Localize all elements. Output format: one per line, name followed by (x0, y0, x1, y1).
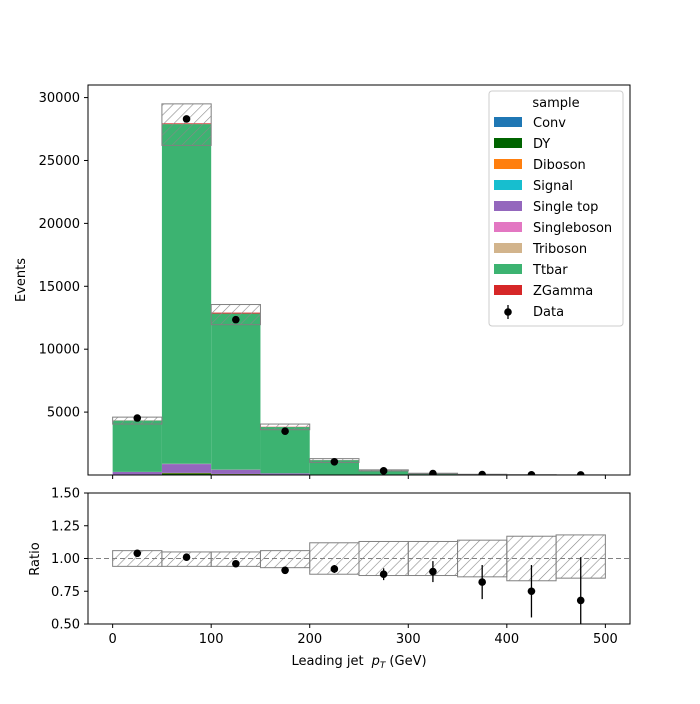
y-tick-label-0: 5000 (47, 406, 80, 421)
ratio-point-3 (281, 566, 289, 574)
ratio-y-tick-label-2: 1.00 (51, 552, 80, 567)
y-tick-label-3: 20000 (39, 217, 80, 232)
legend-swatch-diboson (494, 159, 522, 169)
legend-label-ttbar: Ttbar (532, 263, 568, 278)
bar-single-top-1 (162, 464, 211, 473)
ratio-point-2 (232, 560, 240, 568)
y-axis-label: Events (14, 258, 29, 302)
ratio-point-8 (528, 587, 536, 595)
ratio-y-tick-label-1: 0.75 (51, 585, 80, 600)
ratio-point-7 (478, 578, 486, 586)
mc-uncertainty-band-1 (162, 104, 211, 146)
ratio-y-tick-label-0: 0.50 (51, 618, 80, 633)
bar-ttbar-0 (113, 421, 162, 472)
data-point-3 (281, 427, 289, 435)
legend-swatch-zgamma (494, 285, 522, 295)
x-tick-label-1: 100 (199, 632, 224, 647)
data-point-4 (331, 458, 339, 466)
legend-label-conv: Conv (533, 116, 566, 131)
y-tick-label-1: 10000 (39, 343, 80, 358)
ratio-y-tick-label-4: 1.50 (51, 487, 80, 502)
ratio-point-5 (380, 570, 388, 578)
legend-label-diboson: Diboson (533, 158, 586, 173)
legend-label-data: Data (533, 305, 564, 320)
x-tick-label-5: 500 (593, 632, 618, 647)
x-tick-label-2: 200 (297, 632, 322, 647)
legend-swatch-ttbar (494, 264, 522, 274)
legend-label-single-top: Single top (533, 200, 598, 215)
ratio-point-1 (183, 553, 191, 561)
ratio-plot (88, 535, 630, 644)
data-point-5 (380, 467, 388, 475)
ratio-point-4 (331, 565, 339, 573)
legend-swatch-singleboson (494, 222, 522, 232)
ratio-y-tick-label-3: 1.25 (51, 519, 80, 534)
ratio-y-axis-label: Ratio (28, 542, 43, 575)
bar-ttbar-1 (162, 124, 211, 464)
y-tick-label-2: 15000 (39, 280, 80, 295)
legend-label-signal: Signal (533, 179, 573, 194)
data-point-1 (183, 115, 191, 123)
legend-swatch-dy (494, 138, 522, 148)
x-tick-label-4: 400 (494, 632, 519, 647)
x-tick-label-0: 0 (108, 632, 116, 647)
x-tick-label-3: 300 (396, 632, 421, 647)
y-tick-label-5: 30000 (39, 91, 80, 106)
x-axis-label-unit: (GeV) (389, 654, 426, 669)
ratio-point-9 (577, 597, 585, 605)
legend-label-zgamma: ZGamma (533, 284, 593, 299)
bar-single-top-0 (113, 472, 162, 475)
legend-label-singleboson: Singleboson (533, 221, 612, 236)
legend-swatch-conv (494, 117, 522, 127)
legend-label-triboson: Triboson (532, 242, 587, 257)
x-axis-label: Leading jet pT(GeV) (291, 654, 426, 671)
ratio-uncertainty-band-3 (260, 551, 309, 568)
bar-single-top-2 (211, 470, 260, 474)
y-tick-label-4: 25000 (39, 154, 80, 169)
data-point-2 (232, 316, 240, 324)
legend: sample Conv DY Diboson Signal Single top Sing… (489, 91, 623, 326)
data-point-0 (133, 414, 141, 422)
bar-ttbar-2 (211, 314, 260, 470)
x-axis-label-sub: T (380, 661, 387, 671)
x-axis-label-symbol: p (371, 654, 380, 669)
legend-marker-data (504, 308, 512, 316)
bar-single-top-3 (260, 473, 309, 474)
data-point-6 (429, 470, 437, 478)
legend-swatch-triboson (494, 243, 522, 253)
ratio-point-0 (133, 549, 141, 557)
ratio-point-6 (429, 568, 437, 576)
legend-label-dy: DY (533, 137, 550, 152)
legend-swatch-single-top (494, 201, 522, 211)
legend-swatch-signal (494, 180, 522, 190)
x-axis-label-prefix: Leading jet (291, 654, 363, 669)
legend-title: sample (532, 96, 579, 111)
